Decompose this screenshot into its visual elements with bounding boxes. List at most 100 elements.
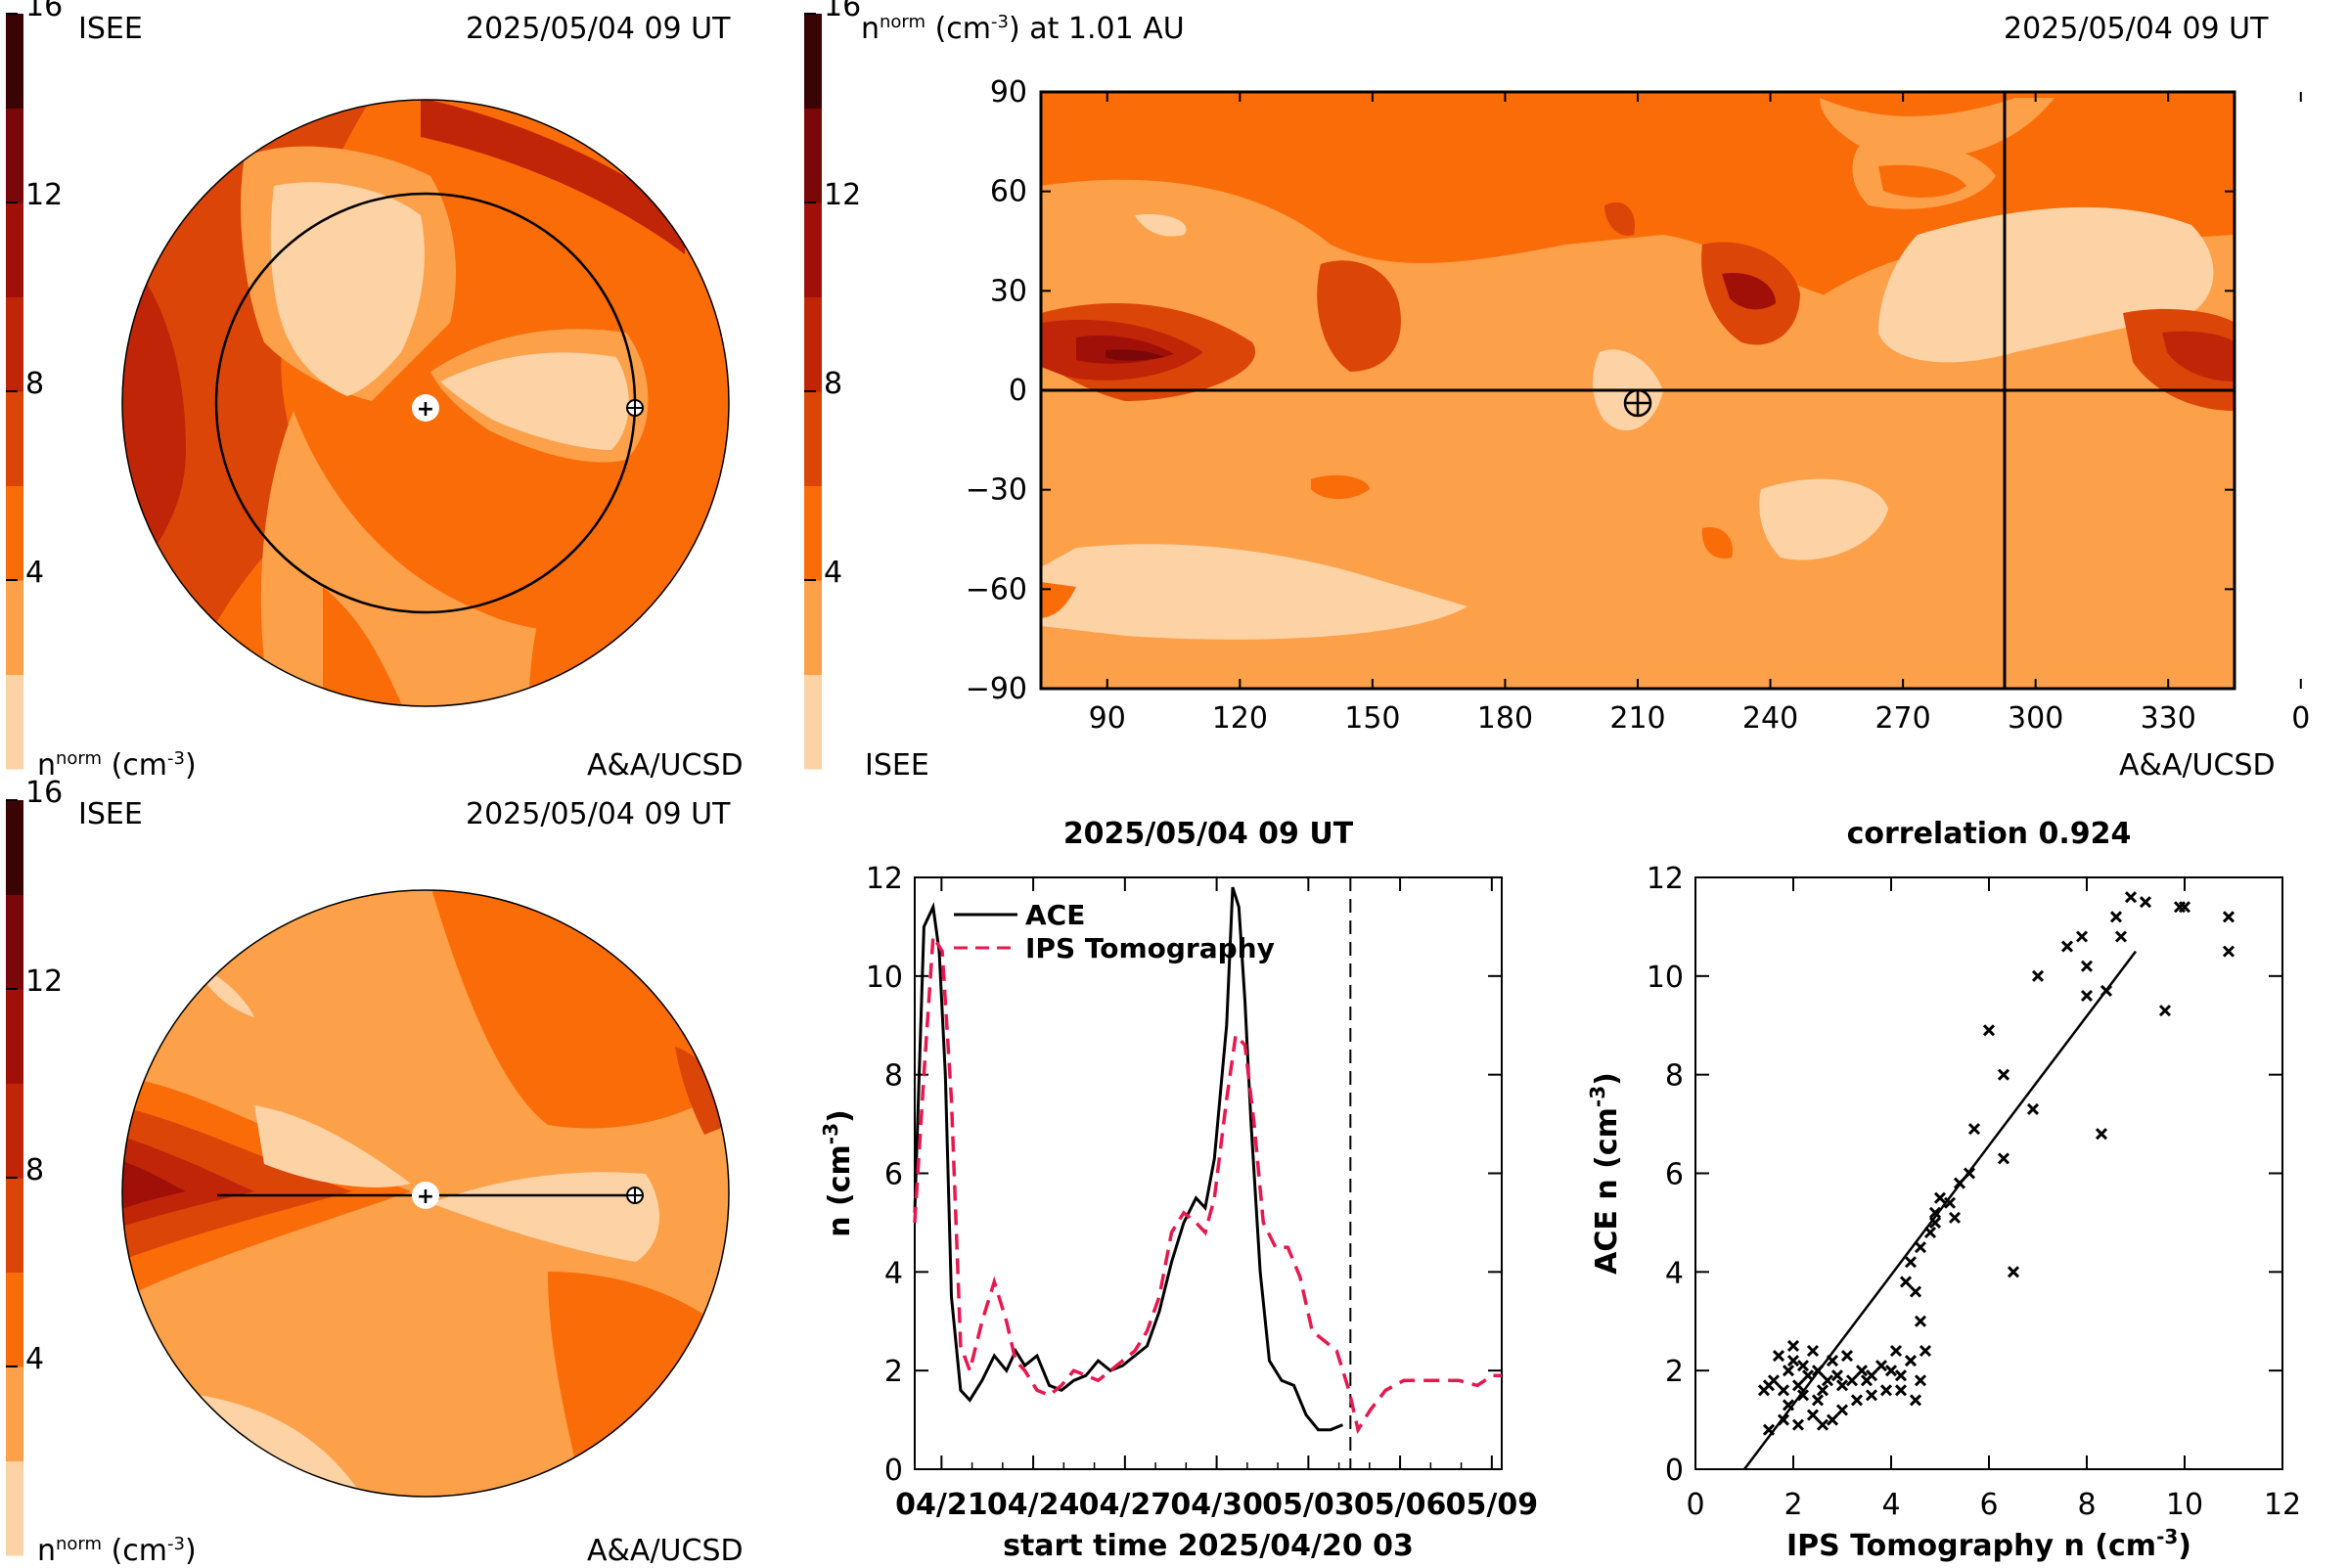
scatter-point <box>1904 1355 1918 1367</box>
scatter-point <box>1909 1285 1922 1298</box>
map-lon-tick-label: 150 <box>1344 701 1400 736</box>
series-ips-line <box>913 930 1502 1435</box>
sun-marker <box>412 1182 439 1209</box>
date-label: 2025/05/04 09 UT <box>466 797 731 831</box>
colorbar-bin <box>6 894 23 990</box>
colorbar-tick-label: 4 <box>824 556 842 590</box>
timeseries-ylabel: n (cm-3) <box>819 1109 857 1237</box>
map-lon-tick-label: 240 <box>1742 701 1798 736</box>
scatter-point <box>2026 1102 2040 1116</box>
y-tick-label: 12 <box>1647 862 1684 896</box>
map-lat-tick-label: −90 <box>966 672 1027 706</box>
scatter-point <box>1997 1068 2010 1081</box>
y-tick-label: 0 <box>1665 1454 1684 1488</box>
colorbars: 4 8 12 16 4 8 12 16 4 8 12 16 <box>6 0 861 1556</box>
scatter-point <box>2109 911 2123 923</box>
colorbar-bin <box>6 485 23 581</box>
scatter-point <box>1948 1211 1962 1224</box>
scatter-point <box>1855 1365 1869 1377</box>
scatter-point <box>1997 1152 2010 1165</box>
scatter-point <box>2124 891 2138 904</box>
scatter-chart: correlation 0.924 0 2 4 6 8 10 12 0 2 4 6 8 10 12 IPS T… <box>1586 817 2301 1563</box>
scatter-point <box>2075 930 2089 943</box>
scatter-frame <box>1694 876 2283 1470</box>
scatter-point <box>1801 1369 1815 1382</box>
map-lat-tick-label: 90 <box>990 75 1027 110</box>
scatter-point <box>1845 1374 1859 1387</box>
map-lat-tick-label: −60 <box>966 572 1027 606</box>
credit-label: A&A/UCSD <box>587 748 744 783</box>
scatter-point <box>1967 1123 1981 1136</box>
scatter-point <box>1919 1344 1932 1358</box>
scatter-title: correlation 0.924 <box>1847 817 2132 851</box>
map-lon-tick-label: 120 <box>1212 701 1268 736</box>
scatter-point <box>2139 896 2152 909</box>
colorbar-bin <box>804 296 822 392</box>
map-unit-label: nnorm (cm-3) at 1.01 AU <box>861 12 1185 46</box>
scatter-point <box>1923 1226 1937 1239</box>
map-lon-tick-label: 90 <box>1089 701 1126 736</box>
x-tick-label: 6 <box>1979 1488 1998 1522</box>
map-lon-tick-label: 270 <box>1874 701 1930 736</box>
colorbar-bin <box>804 674 822 770</box>
colorbar-bin <box>6 1366 23 1461</box>
scatter-point <box>1806 1409 1820 1421</box>
scatter-point <box>1786 1355 1800 1367</box>
colorbar-bin <box>804 580 822 675</box>
scatter-point <box>1816 1384 1829 1397</box>
series-ace-line <box>913 886 1344 1432</box>
scatter-point <box>2007 1266 2020 1278</box>
scatter-point <box>1914 1315 1927 1327</box>
scatter-point <box>1821 1374 1834 1387</box>
scatter-point <box>1914 1374 1927 1387</box>
y-tick-label: 8 <box>884 1059 903 1094</box>
sun-plus-icon: + <box>417 397 434 422</box>
map-lon-tick-label: 180 <box>1477 701 1533 736</box>
scatter-point <box>1963 1167 1976 1180</box>
colorbar-bin <box>6 202 23 297</box>
scatter-point <box>1894 1384 1908 1397</box>
scatter-point <box>1796 1360 1810 1372</box>
x-tick-label: 04/24 <box>987 1488 1079 1522</box>
timeseries-title: 2025/05/04 09 UT <box>1063 817 1354 851</box>
scatter-point <box>2222 945 2235 958</box>
x-tick-label: 4 <box>1881 1488 1900 1522</box>
scatter-point <box>1826 1413 1839 1426</box>
scatter-point <box>1826 1355 1839 1367</box>
colorbar-bin <box>804 202 822 297</box>
x-tick-label: 05/03 <box>1262 1488 1354 1522</box>
colorbar-tick-label: 4 <box>25 556 44 590</box>
credit-label: A&A/UCSD <box>587 1534 744 1568</box>
scatter-point <box>1899 1276 1913 1288</box>
scatter-point <box>1904 1256 1918 1269</box>
y-tick-label: 2 <box>884 1355 903 1389</box>
scatter-point <box>2080 989 2094 1003</box>
polar-boundary-top <box>121 99 730 707</box>
scatter-point <box>2178 901 2191 914</box>
map-credit-label: A&A/UCSD <box>2119 748 2276 783</box>
fit-line <box>1743 950 2137 1470</box>
colorbar-bin <box>6 108 23 203</box>
scatter-point <box>2100 984 2113 998</box>
scatter-point <box>1782 1365 1795 1377</box>
colorbar-bin <box>804 391 822 486</box>
colorbar-tick-label: 16 <box>25 776 63 810</box>
legend-label: ACE <box>1025 899 1085 931</box>
earth-cross-icon <box>627 400 643 416</box>
colorbar-tick-label: 4 <box>25 1342 44 1376</box>
y-tick-label: 0 <box>884 1454 903 1488</box>
colorbar-bin <box>6 674 23 770</box>
y-tick-label: 10 <box>1647 961 1684 995</box>
scatter-point <box>1762 1423 1776 1436</box>
x-tick-label: 2 <box>1784 1488 1802 1522</box>
x-tick-label: 10 <box>2166 1488 2203 1522</box>
colorbar-tick-label: 12 <box>824 178 861 212</box>
map-isee-label: ISEE <box>865 748 929 783</box>
y-tick-label: 6 <box>1665 1158 1684 1192</box>
map-lon-tick-label: 330 <box>2141 701 2196 736</box>
colorbar-bin <box>6 800 23 895</box>
scatter-point <box>1811 1394 1825 1407</box>
scatter-point <box>1796 1389 1810 1402</box>
x-tick-label: 0 <box>1686 1488 1704 1522</box>
